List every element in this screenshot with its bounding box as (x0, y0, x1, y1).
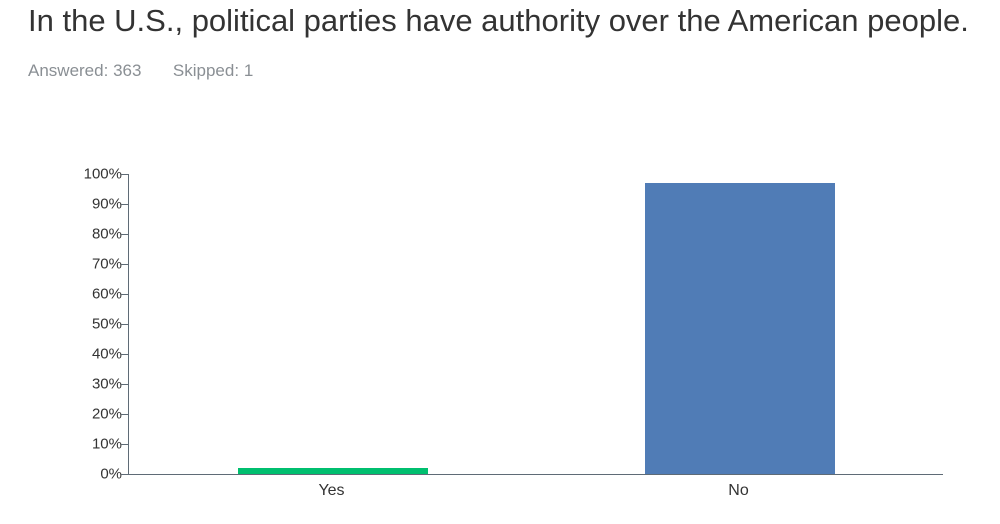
y-tick-label: 20% (92, 406, 122, 423)
skipped-value: 1 (244, 61, 253, 80)
y-tick (121, 474, 128, 475)
y-tick-label: 30% (92, 376, 122, 393)
y-tick-label: 100% (84, 166, 122, 183)
y-tick (121, 414, 128, 415)
y-tick (121, 174, 128, 175)
y-tick (121, 264, 128, 265)
bar-no (645, 183, 835, 474)
y-tick-label: 80% (92, 226, 122, 243)
plot-area (128, 174, 943, 475)
question-title: In the U.S., political parties have auth… (28, 2, 972, 41)
y-tick-label: 70% (92, 256, 122, 273)
y-tick (121, 354, 128, 355)
y-tick-label: 0% (100, 466, 122, 483)
x-tick-label: No (728, 482, 748, 500)
survey-chart-page: In the U.S., political parties have auth… (0, 2, 1000, 524)
y-tick (121, 324, 128, 325)
y-tick-label: 90% (92, 196, 122, 213)
y-tick (121, 204, 128, 205)
y-tick (121, 234, 128, 235)
y-tick (121, 294, 128, 295)
y-tick-label: 40% (92, 346, 122, 363)
y-tick (121, 444, 128, 445)
answered-label: Answered: (28, 61, 108, 80)
y-tick-label: 50% (92, 316, 122, 333)
bar-yes (238, 468, 428, 474)
bar-chart: 0%10%20%30%40%50%60%70%80%90%100% YesNo (64, 174, 964, 504)
response-meta: Answered: 363 Skipped: 1 (28, 61, 972, 81)
x-tick-label: Yes (318, 482, 344, 500)
y-tick (121, 384, 128, 385)
y-tick-label: 60% (92, 286, 122, 303)
y-tick-label: 10% (92, 436, 122, 453)
y-axis-labels: 0%10%20%30%40%50%60%70%80%90%100% (64, 174, 128, 474)
skipped-label: Skipped: (173, 61, 239, 80)
answered-value: 363 (113, 61, 141, 80)
